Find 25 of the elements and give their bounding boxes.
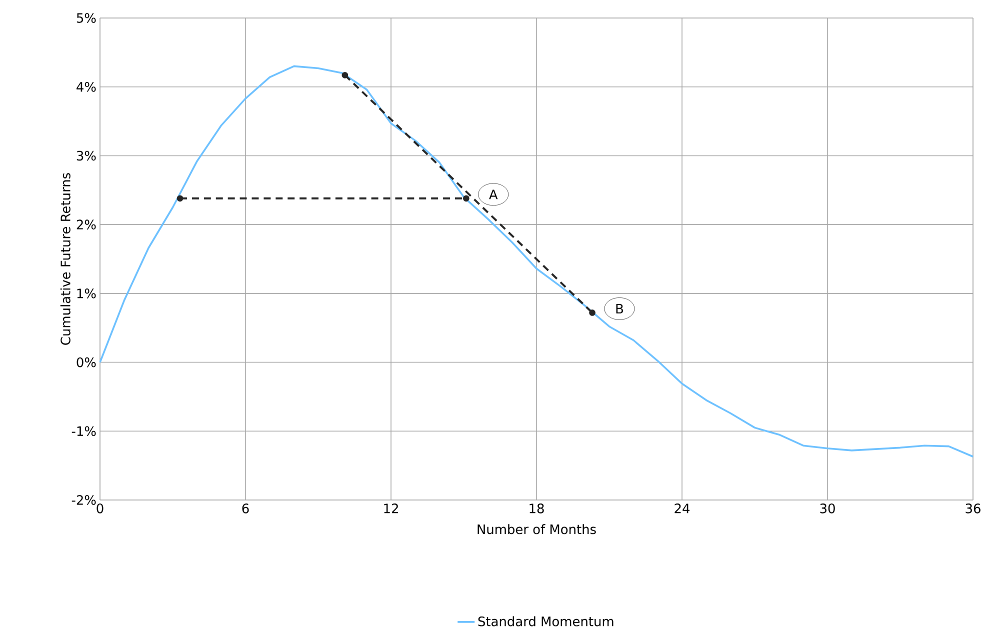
x-tick-label: 30	[820, 504, 835, 514]
y-tick-label: 5%	[76, 13, 96, 23]
x-tick-label: 24	[674, 504, 690, 514]
point	[462, 195, 470, 202]
y-tick-label: 3%	[76, 150, 96, 161]
y-axis-title: Cumulative Future Returns	[60, 173, 70, 345]
x-tick-label: 36	[966, 504, 980, 514]
annotation: A	[489, 190, 498, 200]
y-tick-label: 2%	[76, 220, 96, 230]
point	[342, 72, 348, 78]
point	[176, 195, 184, 202]
y-tick-label: 1%	[77, 288, 96, 298]
x-axis-title: Number of Months	[478, 524, 596, 534]
line-series	[99, 65, 974, 458]
x-tick-label: 12	[384, 504, 398, 514]
annotation: B	[616, 304, 624, 314]
y-tick-label: 4%	[76, 82, 96, 92]
x-tick-label: 6	[242, 504, 249, 514]
legend-label: Standard Momentum	[478, 616, 614, 626]
x-tick-label: 18	[530, 504, 544, 514]
point	[589, 310, 596, 316]
x-tick-label: 0	[96, 504, 104, 514]
y-tick-label: -2%	[72, 495, 96, 505]
y-tick-label: 0%	[76, 357, 96, 368]
y-tick-label: -1%	[72, 426, 96, 436]
